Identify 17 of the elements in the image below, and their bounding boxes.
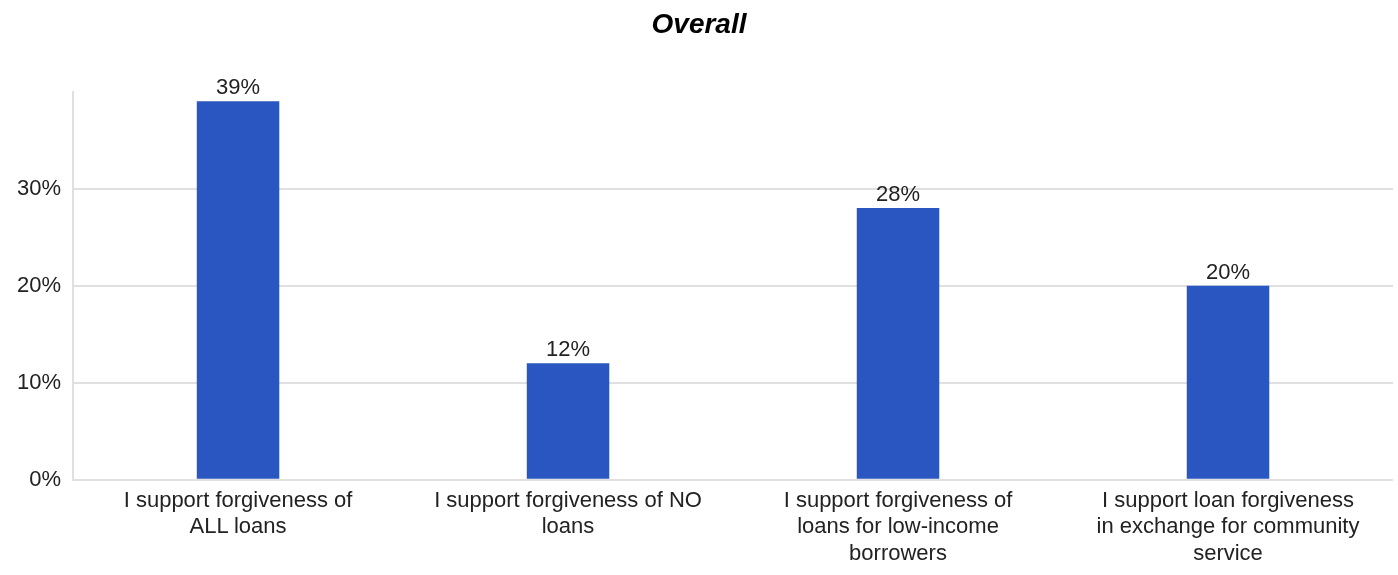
bar [526,363,610,479]
bar [196,101,280,479]
x-tick-label: I support forgiveness of ALL loans [123,487,354,539]
data-label: 12% [546,336,591,362]
y-tick-label: 30% [16,174,62,200]
chart-title: Overall [651,7,748,39]
data-label: 28% [875,181,921,207]
y-tick-label: 10% [16,368,62,394]
data-label: 39% [216,74,261,100]
y-tick-label: 20% [16,271,62,297]
data-label: 20% [1205,258,1251,284]
x-tick-label: I support forgiveness of NO loans [434,487,702,539]
x-tick-label: I support loan forgiveness in exchange for community service [1096,487,1360,565]
y-tick-label: 0% [29,465,62,491]
x-tick-label: I support forgiveness of loans for low-income borrowers [783,487,1014,565]
bar [1186,285,1270,479]
bar [856,208,940,479]
